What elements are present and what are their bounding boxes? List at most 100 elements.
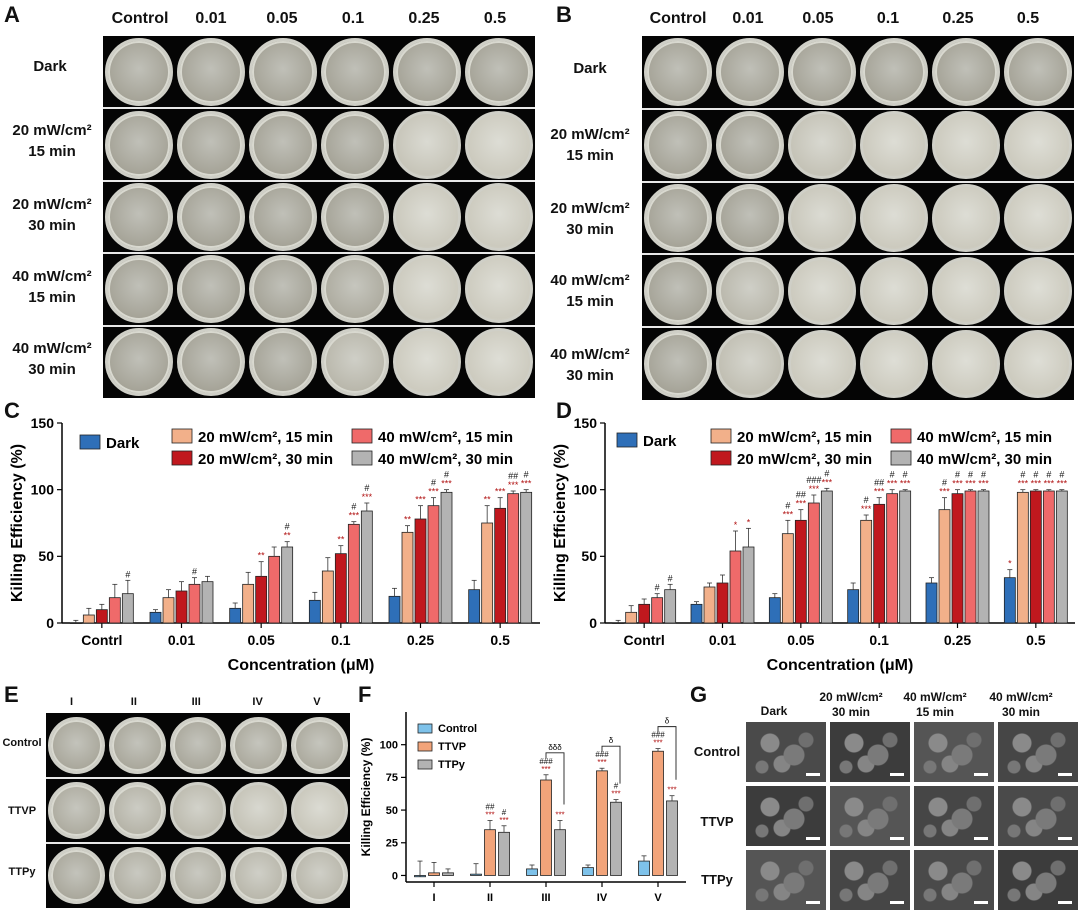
row-label-line: 40 mW/cm² [12,340,92,357]
comparison-bracket [657,726,677,780]
petri-dish [169,847,227,904]
panel-label-e: E [4,682,19,707]
petri-dish [860,111,928,180]
plate-panel-e: I II III IV V Control TTVP TTPy [0,680,356,912]
y-tick-label: 100 [574,482,598,498]
e-row-label-control: Control [2,737,42,749]
petri-dish [1004,256,1072,325]
bar [188,583,201,624]
significance-mark: *** [667,786,676,795]
petri-dish [860,184,928,252]
bar [886,493,899,624]
petri-dish [321,38,389,107]
sem-image [830,786,910,846]
row-label-line: 40 mW/cm² [12,268,92,285]
bar [666,800,678,876]
bar [612,622,625,624]
bar [334,553,347,624]
row-label-line: 30 min [28,217,76,234]
significance-mark: *** [952,479,963,489]
row-label-line: 20 mW/cm² [550,200,630,217]
row-divider [642,107,1074,110]
petri-dish [465,255,533,324]
petri-dish [291,717,348,774]
significance-mark: # [192,567,197,577]
x-tick-label: III [541,892,550,904]
bar [638,603,651,624]
row-divider [103,252,535,255]
bar [582,867,594,876]
bar [1029,490,1042,624]
petri-dish [177,38,245,107]
legend-swatch [171,428,193,444]
bar [781,533,794,624]
chart-c: 0 50 100 150 Killing Efficiency (%) Concentra… [9,415,540,674]
bar [388,595,401,624]
row-label-line: Dark [573,60,607,77]
sem-col-line: 30 min [1001,705,1040,719]
bar [69,622,82,624]
bar [268,555,281,624]
legend-swatch [710,428,732,444]
petri-dish [860,256,928,325]
x-tick-label: 0.5 [490,632,510,648]
bar [729,550,742,624]
bar [1003,577,1016,624]
x-tick-label: II [487,892,493,904]
significance-mark: *** [611,790,620,799]
x-tick-label: 0.05 [787,632,814,648]
legend-swatch [890,450,912,466]
sem-image [998,850,1078,910]
significance-mark: *** [499,816,508,825]
row-divider [46,777,350,779]
significance-mark: # [1059,470,1064,480]
petri-dish [230,847,288,904]
bar [716,582,729,624]
col-header-025: 0.25 [408,10,440,27]
petri-dish [291,782,348,839]
row-label-40-15: 40 mW/cm² 15 min [540,270,640,312]
petri-dish [860,38,928,107]
sem-row-ttpy: TTPy [701,872,733,887]
petri-dish [788,184,856,252]
legend-swatch [710,450,732,466]
bar [95,609,108,624]
petri-dish [788,111,856,180]
petri-dish [105,183,173,251]
significance-mark: # [955,470,960,480]
row-label-line: 30 min [566,367,614,384]
x-axis-label: Concentration (μM) [767,657,914,674]
x-tick-label: Contrl [81,632,122,648]
x-tick-label: V [654,892,662,904]
significance-mark: *** [783,509,794,519]
petri-dish [393,327,461,396]
significance-mark: *** [965,479,976,489]
row-label-line: 15 min [28,143,76,160]
sem-col-line: 20 mW/cm² [819,690,883,704]
sem-grid [746,722,1078,910]
bar [481,522,494,624]
y-tick-label: 50 [38,548,54,564]
x-tick-label: 0.5 [1026,632,1046,648]
significance-mark: *** [597,758,606,767]
col-header-001: 0.01 [195,10,227,27]
legend-label: 20 mW/cm², 30 min [198,451,333,468]
comparison-bracket [601,745,621,784]
bar [964,490,977,624]
row-label-line: 20 mW/cm² [12,122,92,139]
petri-dish [105,38,173,107]
petri-dish [48,717,105,774]
legend-label: 40 mW/cm², 30 min [917,451,1052,468]
bar [414,518,427,624]
petri-dish [932,256,1000,325]
bar [899,490,912,624]
y-tick-label: 0 [589,615,597,631]
significance-mark: *** [1044,479,1055,489]
bracket-label: δδδ [548,743,562,752]
significance-mark: *** [874,487,885,497]
bar [938,509,951,624]
sem-image [998,722,1078,782]
legend-label: 40 mW/cm², 30 min [378,451,513,468]
legend-label: Dark [106,435,140,452]
sem-image [830,722,910,782]
